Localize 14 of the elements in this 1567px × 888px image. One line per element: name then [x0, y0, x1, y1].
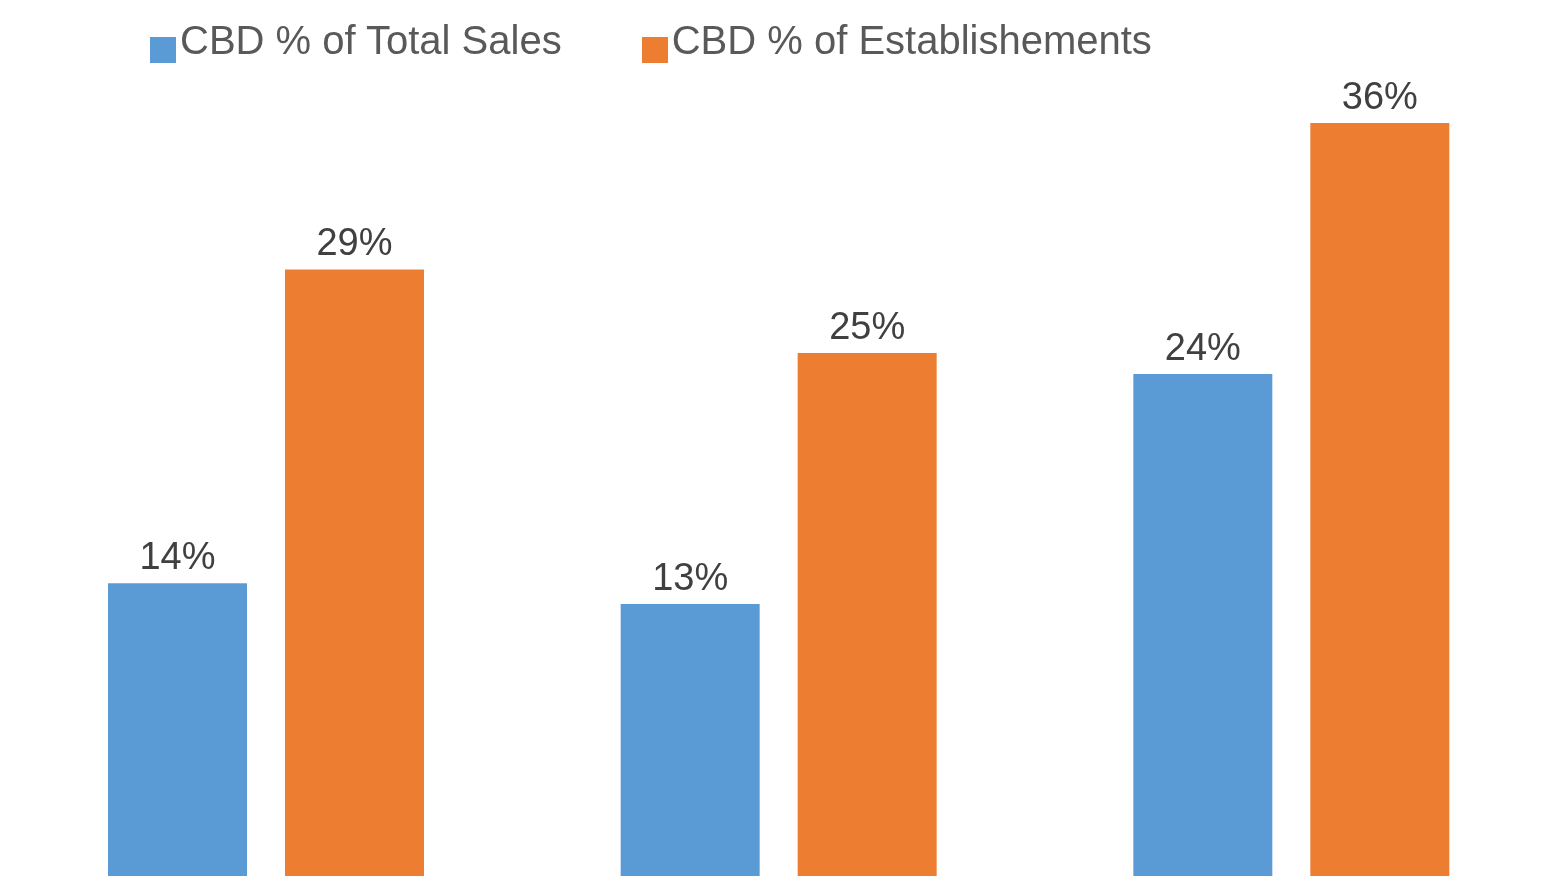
- legend-label: CBD % of Establishements: [671, 18, 1152, 62]
- bar: [1310, 123, 1450, 876]
- bar: [108, 583, 247, 876]
- data-label: 36%: [1341, 75, 1418, 117]
- data-label: 13%: [652, 556, 729, 599]
- legend-label: CBD % of Total Sales: [180, 18, 562, 62]
- data-label: 29%: [316, 221, 393, 264]
- bar: [285, 269, 424, 876]
- bar: [620, 604, 760, 876]
- data-label: 14%: [139, 535, 216, 578]
- data-label: 24%: [1164, 326, 1241, 368]
- data-label: 25%: [829, 305, 906, 348]
- bar: [1133, 374, 1273, 876]
- bar: [797, 353, 937, 876]
